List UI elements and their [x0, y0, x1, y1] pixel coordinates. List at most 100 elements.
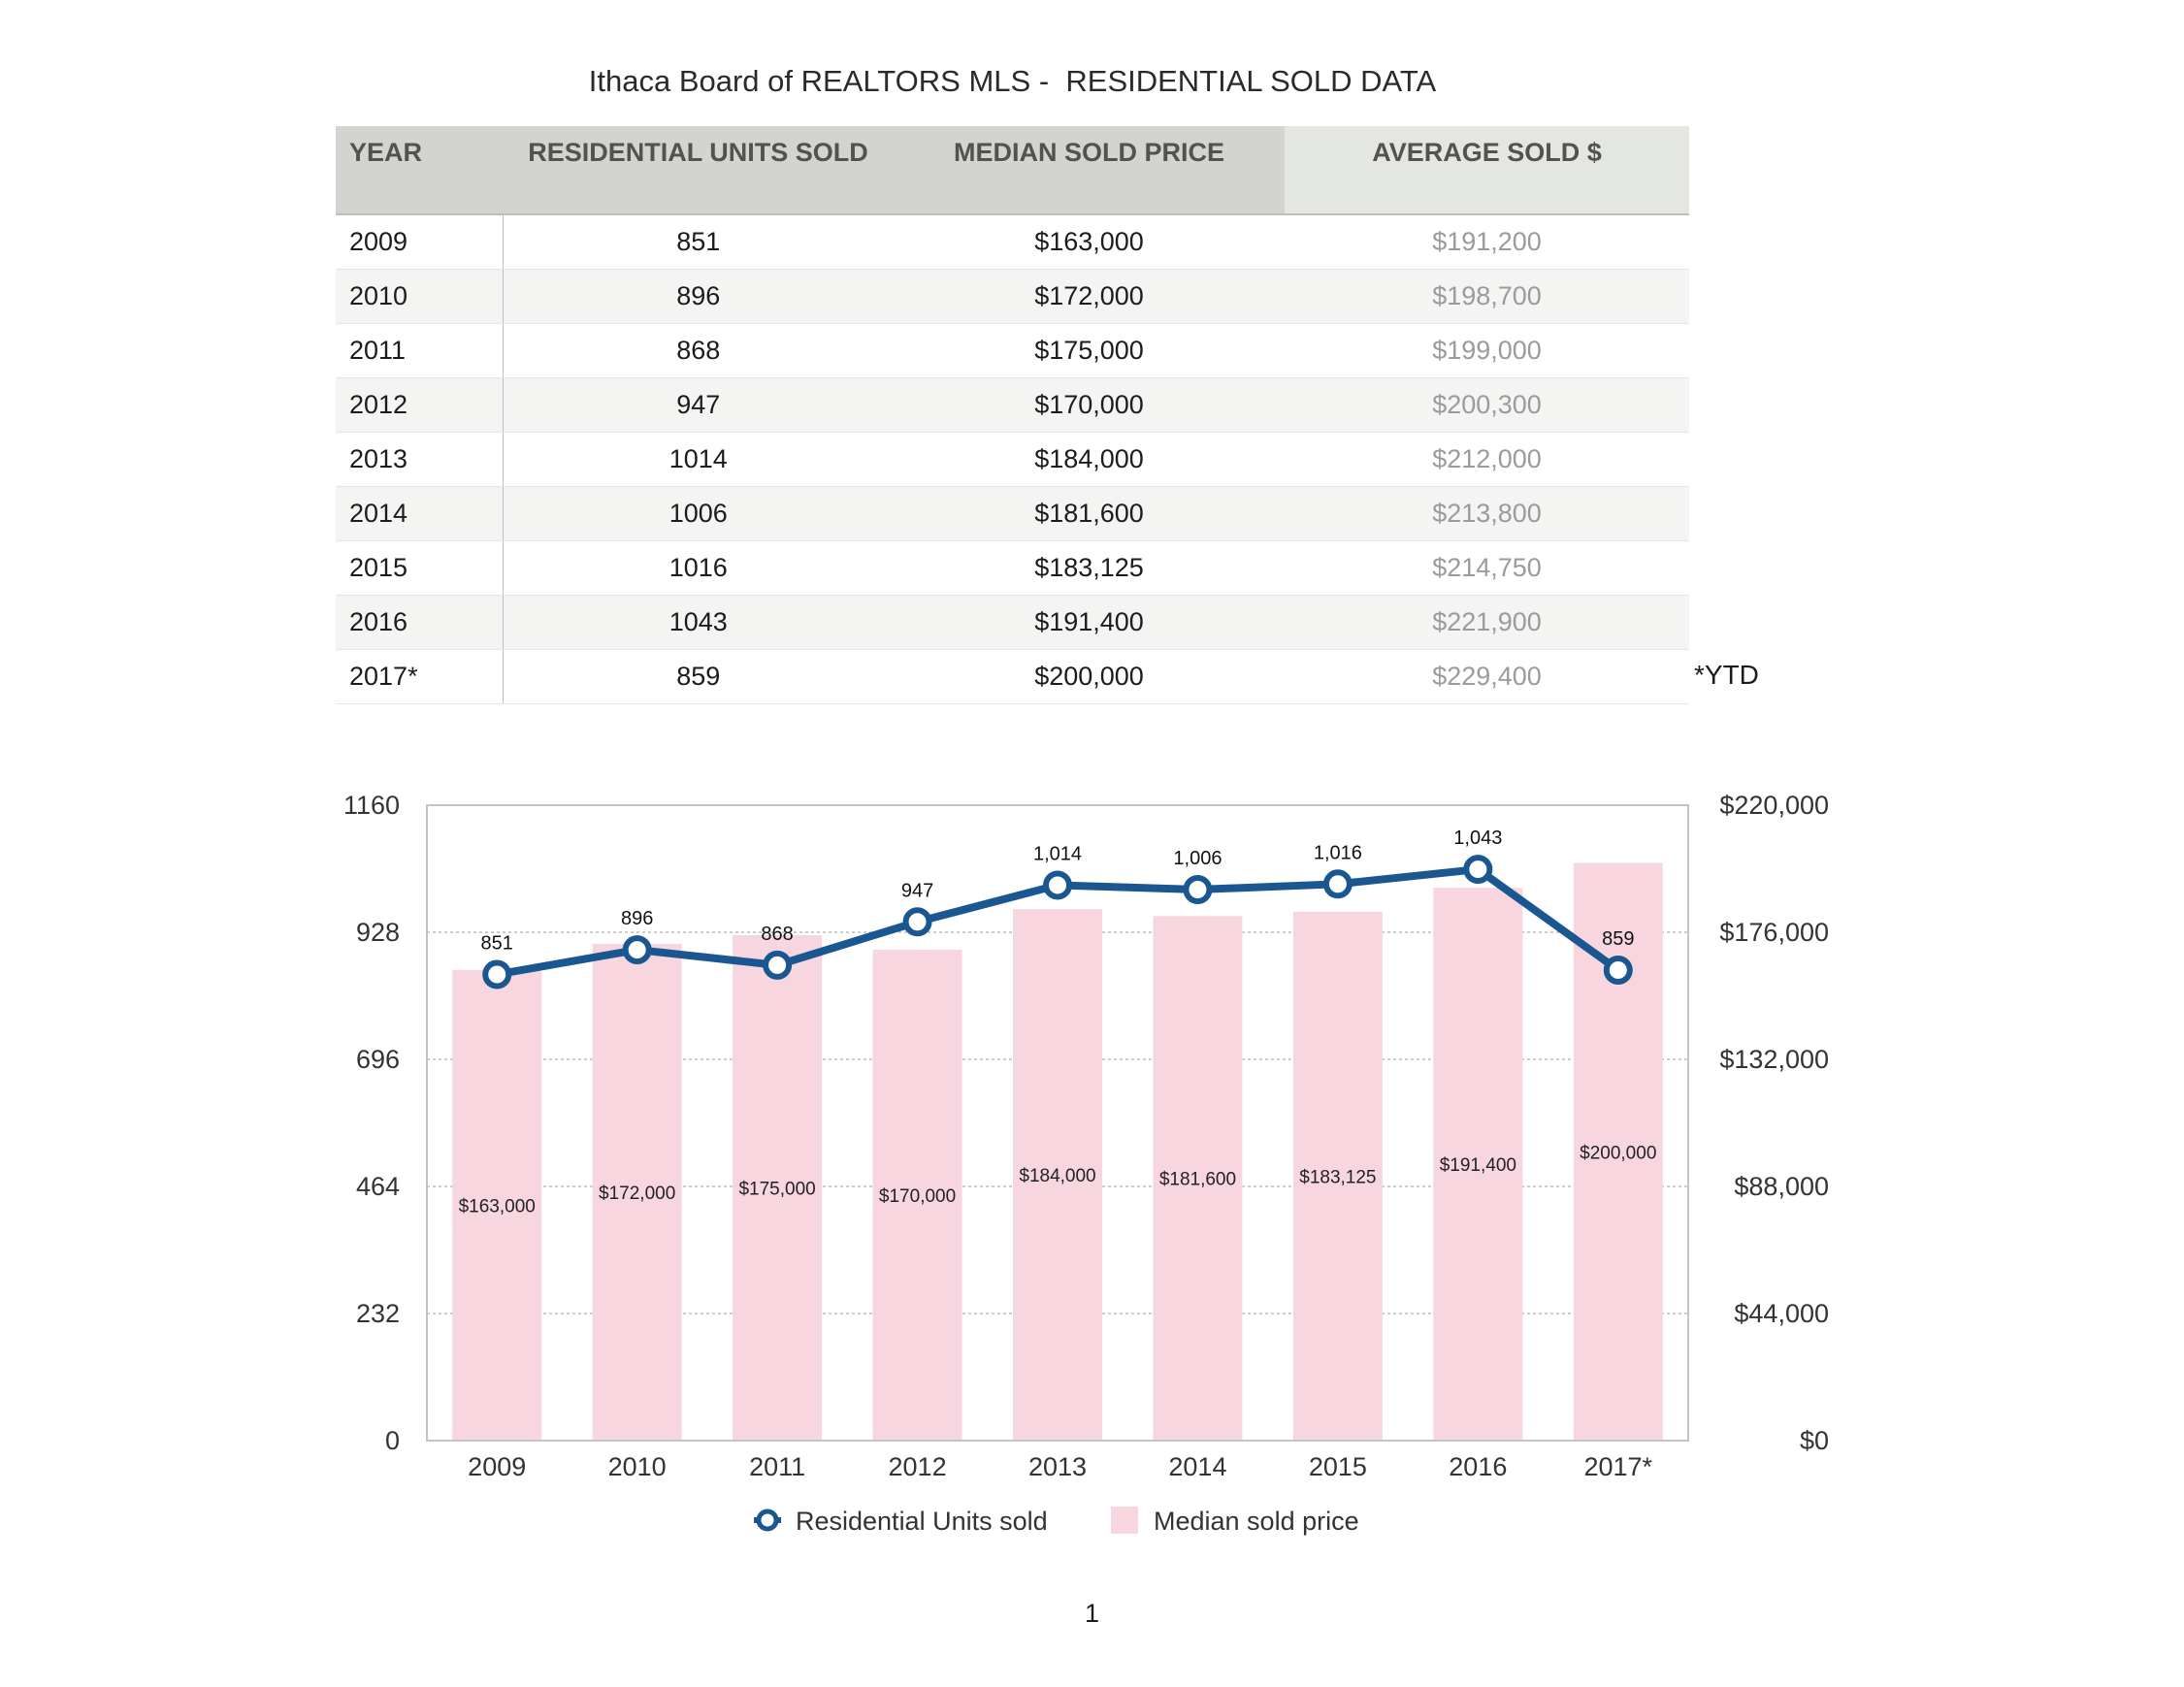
plot-frame — [426, 804, 1689, 1442]
table-row: 2015 1016 $183,125 $214,750 — [336, 540, 1689, 596]
median-price-label: $172,000 — [599, 1184, 675, 1204]
cell-median-price: $172,000 — [894, 269, 1285, 324]
median-price-label: $183,125 — [1299, 1167, 1376, 1187]
units-sold-point — [1043, 870, 1072, 900]
cell-average-sold: $221,900 — [1285, 595, 1689, 650]
cell-median-price: $170,000 — [894, 377, 1285, 433]
median-price-bar — [1292, 911, 1383, 1441]
units-sold-label: 896 — [621, 908, 653, 929]
cell-year: 2012 — [336, 377, 504, 433]
units-sold-label: 1,043 — [1453, 827, 1502, 849]
units-sold-label: 1,016 — [1314, 842, 1362, 863]
cell-year: 2013 — [336, 432, 504, 487]
y-right-tick-label: $0 — [1800, 1426, 1829, 1455]
units-sold-label: 868 — [761, 924, 793, 945]
median-price-bar — [1153, 916, 1243, 1441]
y-left-tick-label: 0 — [385, 1426, 400, 1455]
table-row: 2012 947 $170,000 $200,300 — [336, 377, 1689, 433]
y-left-tick-label: 232 — [356, 1299, 400, 1328]
y-right-tick-label: $132,000 — [1719, 1045, 1829, 1074]
legend-units-label: Residential Units sold — [796, 1507, 1048, 1536]
table-header-row: YEAR RESIDENTIAL UNITS SOLD MEDIAN SOLD … — [336, 126, 1689, 215]
x-tick-label: 2016 — [1449, 1452, 1507, 1481]
median-price-bar — [452, 969, 542, 1441]
median-price-bar — [592, 943, 682, 1441]
cell-median-price: $175,000 — [894, 323, 1285, 378]
units-sold-point — [622, 935, 652, 965]
cell-units-sold: 1014 — [503, 432, 894, 487]
cell-average-sold: $198,700 — [1285, 269, 1689, 324]
cell-average-sold: $213,800 — [1285, 486, 1689, 541]
cell-average-sold: $200,300 — [1285, 377, 1689, 433]
cell-year: 2009 — [336, 214, 504, 270]
cell-units-sold: 947 — [503, 377, 894, 433]
y-left-tick-label: 464 — [356, 1172, 400, 1201]
median-price-label: $175,000 — [738, 1179, 815, 1199]
header-year: YEAR — [336, 126, 503, 215]
cell-year: 2017* — [336, 649, 504, 704]
median-price-label: $170,000 — [879, 1186, 956, 1207]
x-tick-label: 2009 — [468, 1452, 526, 1481]
units-sold-point — [1463, 855, 1493, 885]
cell-average-sold: $229,400 — [1285, 649, 1689, 704]
x-tick-label: 2015 — [1309, 1452, 1367, 1481]
table-row: 2017* 859 $200,000 $229,400 — [336, 649, 1689, 704]
y-left-tick-label: 1160 — [343, 791, 400, 820]
legend-price-label: Median sold price — [1154, 1507, 1359, 1536]
table-row: 2011 868 $175,000 $199,000 — [336, 323, 1689, 378]
median-price-bar — [1013, 909, 1102, 1441]
units-sold-label: 1,006 — [1173, 848, 1222, 869]
cell-median-price: $191,400 — [894, 595, 1285, 650]
units-sold-point — [902, 907, 932, 937]
legend-line-marker — [756, 1509, 779, 1532]
x-tick-label: 2011 — [749, 1452, 805, 1481]
median-price-bar — [733, 934, 823, 1441]
ytd-footnote: *YTD — [1694, 660, 1759, 690]
units-sold-label: 947 — [901, 880, 933, 901]
y-left-tick-label: 928 — [356, 918, 400, 947]
cell-units-sold: 1016 — [503, 540, 894, 596]
x-tick-label: 2010 — [608, 1452, 667, 1481]
table-row: 2016 1043 $191,400 $221,900 — [336, 595, 1689, 650]
cell-average-sold: $212,000 — [1285, 432, 1689, 487]
legend-bar-swatch — [1111, 1507, 1138, 1534]
cell-average-sold: $214,750 — [1285, 540, 1689, 596]
table-row: 2010 896 $172,000 $198,700 — [336, 269, 1689, 324]
cell-median-price: $200,000 — [894, 649, 1285, 704]
header-median-price: MEDIAN SOLD PRICE — [894, 126, 1285, 215]
x-tick-label: 2017* — [1583, 1452, 1652, 1481]
header-units-sold: RESIDENTIAL UNITS SOLD — [503, 126, 894, 215]
median-price-label: $200,000 — [1580, 1143, 1656, 1163]
x-tick-label: 2013 — [1028, 1452, 1087, 1481]
units-sold-point — [1183, 874, 1213, 904]
x-tick-label: 2014 — [1168, 1452, 1226, 1481]
units-sold-label: 1,014 — [1033, 843, 1082, 864]
median-price-label: $184,000 — [1019, 1166, 1095, 1186]
cell-units-sold: 868 — [503, 323, 894, 378]
y-right-tick-label: $88,000 — [1734, 1172, 1829, 1201]
median-price-label: $181,600 — [1159, 1170, 1236, 1190]
cell-year: 2016 — [336, 595, 504, 650]
cell-units-sold: 1043 — [503, 595, 894, 650]
cell-median-price: $181,600 — [894, 486, 1285, 541]
units-sold-point — [1322, 869, 1353, 899]
median-price-bar — [1433, 888, 1523, 1441]
median-price-label: $163,000 — [459, 1196, 536, 1217]
cell-units-sold: 859 — [503, 649, 894, 704]
x-tick-label: 2012 — [889, 1452, 947, 1481]
cell-average-sold: $191,200 — [1285, 214, 1689, 270]
y-right-tick-label: $176,000 — [1719, 918, 1829, 947]
median-price-label: $191,400 — [1440, 1155, 1516, 1176]
y-right-tick-label: $220,000 — [1719, 791, 1829, 820]
cell-median-price: $183,125 — [894, 540, 1285, 596]
cell-units-sold: 896 — [503, 269, 894, 324]
cell-average-sold: $199,000 — [1285, 323, 1689, 378]
units-sold-point — [1603, 955, 1633, 985]
page-number: 1 — [1084, 1599, 1100, 1628]
table-row: 2009 851 $163,000 $191,200 — [336, 214, 1689, 270]
cell-units-sold: 851 — [503, 214, 894, 270]
cell-year: 2010 — [336, 269, 504, 324]
cell-year: 2011 — [336, 323, 504, 378]
median-price-bar — [872, 949, 962, 1441]
